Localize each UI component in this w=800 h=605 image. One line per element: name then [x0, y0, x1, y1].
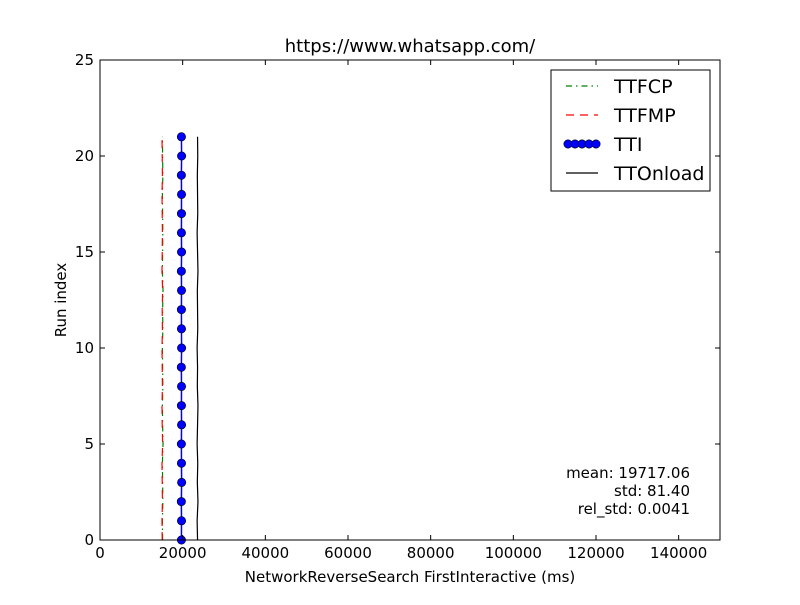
- data-point-tti: [177, 305, 185, 313]
- data-point-tti: [177, 171, 185, 179]
- x-axis-label: NetworkReverseSearch FirstInteractive (m…: [245, 568, 576, 586]
- data-point-tti: [177, 440, 185, 448]
- x-tick-label: 120000: [567, 544, 624, 562]
- data-point-tti: [177, 248, 185, 256]
- data-point-tti: [177, 133, 185, 141]
- series-line-ttfmp: [162, 137, 163, 540]
- data-point-tti: [177, 229, 185, 237]
- x-tick-label: 40000: [241, 544, 289, 562]
- data-point-tti: [177, 401, 185, 409]
- legend-label-ttonload: TTOnload: [613, 163, 704, 185]
- stats-mean: mean: 19717.06: [566, 464, 690, 482]
- data-point-tti: [177, 190, 185, 198]
- stats-rel-std: rel_std: 0.0041: [578, 500, 690, 519]
- legend-label-ttfmp: TTFMP: [613, 105, 676, 127]
- legend: TTFCP TTFMP TTI TTOnload: [551, 70, 710, 191]
- x-tick-label: 140000: [650, 544, 707, 562]
- data-point-tti: [177, 152, 185, 160]
- data-point-tti: [177, 209, 185, 217]
- y-tick-label: 0: [84, 531, 94, 549]
- y-tick-label: 20: [75, 147, 94, 165]
- legend-label-ttfcp: TTFCP: [613, 76, 673, 98]
- y-axis-label: Run index: [52, 263, 70, 338]
- x-tick-label: 20000: [159, 544, 207, 562]
- y-tick-label: 5: [84, 435, 94, 453]
- x-tick-label: 60000: [324, 544, 372, 562]
- chart-title: https://www.whatsapp.com/: [285, 36, 536, 57]
- y-tick-label: 10: [75, 339, 94, 357]
- data-point-tti: [177, 267, 185, 275]
- y-tick-label: 25: [75, 51, 94, 69]
- data-point-tti: [177, 344, 185, 352]
- data-point-tti: [177, 497, 185, 505]
- legend-label-tti: TTI: [613, 134, 642, 156]
- x-tick-label: 0: [95, 544, 105, 562]
- data-point-tti: [177, 459, 185, 467]
- series-line-ttonload: [197, 137, 198, 540]
- data-point-tti: [177, 325, 185, 333]
- x-tick-label: 80000: [407, 544, 455, 562]
- stats-std: std: 81.40: [614, 482, 690, 500]
- data-point-tti: [177, 478, 185, 486]
- data-point-tti: [177, 517, 185, 525]
- data-point-tti: [177, 363, 185, 371]
- y-tick-label: 15: [75, 243, 94, 261]
- data-point-tti: [177, 286, 185, 294]
- x-tick-label: 100000: [485, 544, 542, 562]
- legend-marker-tti: [592, 140, 600, 148]
- data-point-tti: [177, 421, 185, 429]
- data-point-tti: [177, 382, 185, 390]
